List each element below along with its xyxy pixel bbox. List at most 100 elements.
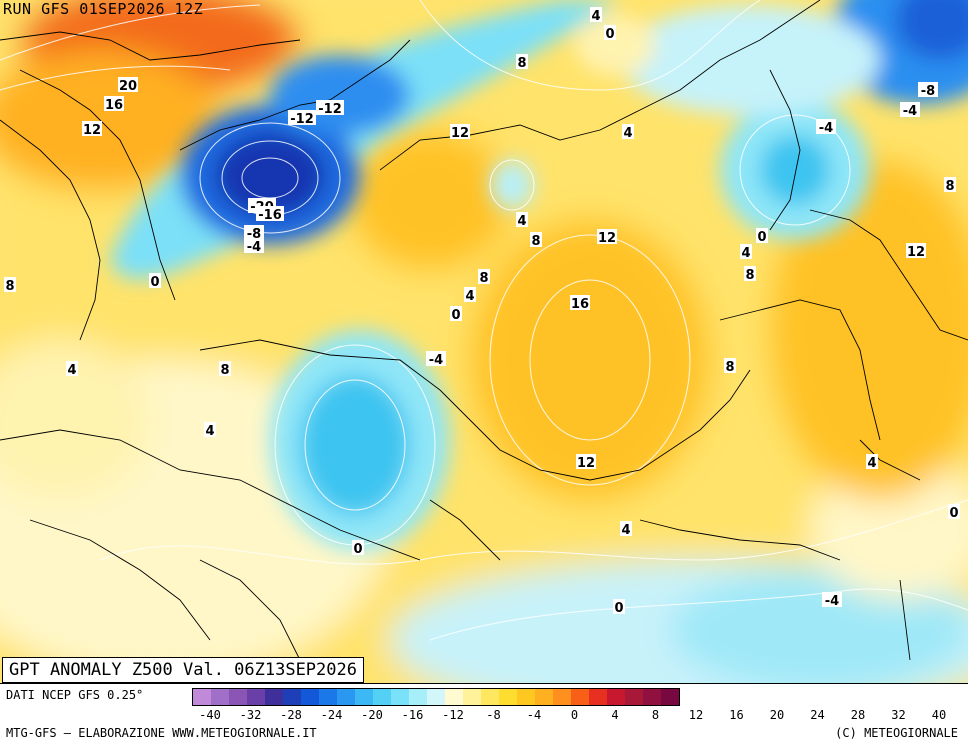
- legend-swatch: [553, 689, 571, 705]
- contour-label: 20: [118, 77, 138, 94]
- legend-tick-label: -8: [486, 708, 501, 722]
- contour-label: 4: [740, 244, 752, 261]
- legend-tick-label: 28: [850, 708, 866, 722]
- svg-text:4: 4: [591, 9, 600, 24]
- svg-text:12: 12: [598, 231, 616, 246]
- legend-swatch: [337, 689, 355, 705]
- legend-swatch: [265, 689, 283, 705]
- contour-label: 4: [866, 454, 878, 471]
- svg-text:4: 4: [741, 246, 750, 261]
- svg-text:-12: -12: [290, 112, 314, 127]
- contour-label: 0: [948, 504, 960, 521]
- legend-tick-label: 24: [810, 708, 825, 722]
- contour-label: 8: [219, 361, 231, 378]
- svg-text:8: 8: [725, 360, 734, 375]
- legend-swatch: [535, 689, 553, 705]
- legend-tick-label: 16: [729, 708, 744, 722]
- geo-outlines: [0, 0, 968, 661]
- color-legend: [192, 688, 680, 706]
- contour-label: 0: [756, 228, 768, 245]
- legend-swatch: [319, 689, 337, 705]
- legend-tick-label: -24: [320, 708, 343, 722]
- legend-tick-label: -4: [526, 708, 542, 722]
- legend-swatch: [193, 689, 211, 705]
- svg-text:4: 4: [517, 214, 526, 229]
- anomaly-map: 4082016-12-1212124-8-4-48-20-164-8-48120…: [0, 0, 968, 683]
- contour-label: 16: [104, 96, 124, 113]
- legend-swatch: [409, 689, 427, 705]
- contour-label: -4: [900, 102, 920, 119]
- contour-label: 8: [744, 266, 756, 283]
- contour-label: -16: [256, 206, 284, 223]
- svg-text:-4: -4: [819, 121, 833, 136]
- legend-swatch: [607, 689, 625, 705]
- svg-text:12: 12: [577, 456, 595, 471]
- svg-text:-4: -4: [825, 594, 839, 609]
- credit-left: MTG-GFS — ELABORAZIONE WWW.METEOGIORNALE…: [6, 726, 317, 740]
- svg-text:8: 8: [479, 271, 488, 286]
- contour-label: 4: [204, 422, 216, 439]
- legend-tick-label: -32: [239, 708, 262, 722]
- map-panel: 4082016-12-1212124-8-4-48-20-164-8-48120…: [0, 0, 968, 683]
- legend-swatch: [589, 689, 607, 705]
- svg-text:0: 0: [614, 601, 623, 616]
- run-label: RUN GFS 01SEP2026 12Z: [3, 0, 204, 18]
- legend-swatch: [643, 689, 661, 705]
- contour-label: 8: [478, 269, 490, 286]
- svg-text:4: 4: [621, 523, 630, 538]
- footer: DATI NCEP GFS 0.25° -40 -32 -28 -24 -20 -16 -1…: [0, 683, 968, 746]
- legend-swatch: [517, 689, 535, 705]
- legend-tick-label: -20: [361, 708, 383, 722]
- contour-label: 12: [576, 454, 596, 471]
- contour-label: -4: [816, 119, 836, 136]
- contour-label: 12: [906, 243, 926, 260]
- contour-label: 0: [149, 273, 161, 290]
- contour-label: -8: [918, 82, 938, 99]
- svg-text:-4: -4: [429, 353, 443, 368]
- svg-text:4: 4: [623, 126, 632, 141]
- legend-tick-label: -12: [442, 708, 464, 722]
- contour-label: 4: [516, 212, 528, 229]
- contour-label: 4: [464, 287, 476, 304]
- svg-text:12: 12: [451, 126, 469, 141]
- contour-label: 4: [622, 124, 634, 141]
- svg-text:-4: -4: [247, 240, 261, 255]
- legend-tick-label: 20: [769, 708, 785, 722]
- contour-label-layer: 4082016-12-1212124-8-4-48-20-164-8-48120…: [4, 7, 960, 616]
- legend-swatch: [229, 689, 247, 705]
- legend-swatch: [247, 689, 265, 705]
- contour-label: 8: [516, 54, 528, 71]
- contour-label: -12: [316, 100, 344, 117]
- svg-text:12: 12: [83, 123, 101, 138]
- legend-swatch: [499, 689, 517, 705]
- legend-tick-label: 32: [891, 708, 906, 722]
- contour-label: 8: [530, 232, 542, 249]
- svg-text:4: 4: [205, 424, 214, 439]
- svg-text:16: 16: [105, 98, 123, 113]
- svg-text:-8: -8: [921, 84, 935, 99]
- contour-label: 8: [944, 177, 956, 194]
- contour-label: 12: [82, 121, 102, 138]
- credit-right: (C) METEOGIORNALE: [835, 726, 958, 740]
- legend-tick-label: -40: [199, 708, 221, 722]
- legend-swatch: [571, 689, 589, 705]
- legend-tick-label: 4: [611, 708, 619, 722]
- svg-text:0: 0: [451, 308, 460, 323]
- legend-tick-label: -28: [280, 708, 302, 722]
- legend-swatch: [661, 689, 679, 705]
- legend-swatch: [481, 689, 499, 705]
- svg-text:20: 20: [119, 79, 137, 94]
- svg-text:-4: -4: [903, 104, 917, 119]
- legend-tick-label: 12: [688, 708, 704, 722]
- svg-text:8: 8: [220, 363, 229, 378]
- legend-tick-label: 40: [931, 708, 947, 722]
- contour-label: 0: [450, 306, 462, 323]
- svg-text:8: 8: [745, 268, 754, 283]
- svg-text:8: 8: [945, 179, 954, 194]
- svg-text:4: 4: [67, 363, 76, 378]
- legend-swatch: [427, 689, 445, 705]
- svg-text:8: 8: [5, 279, 14, 294]
- contour-label: -4: [244, 238, 264, 255]
- svg-text:0: 0: [150, 275, 159, 290]
- contour-label: -4: [822, 592, 842, 609]
